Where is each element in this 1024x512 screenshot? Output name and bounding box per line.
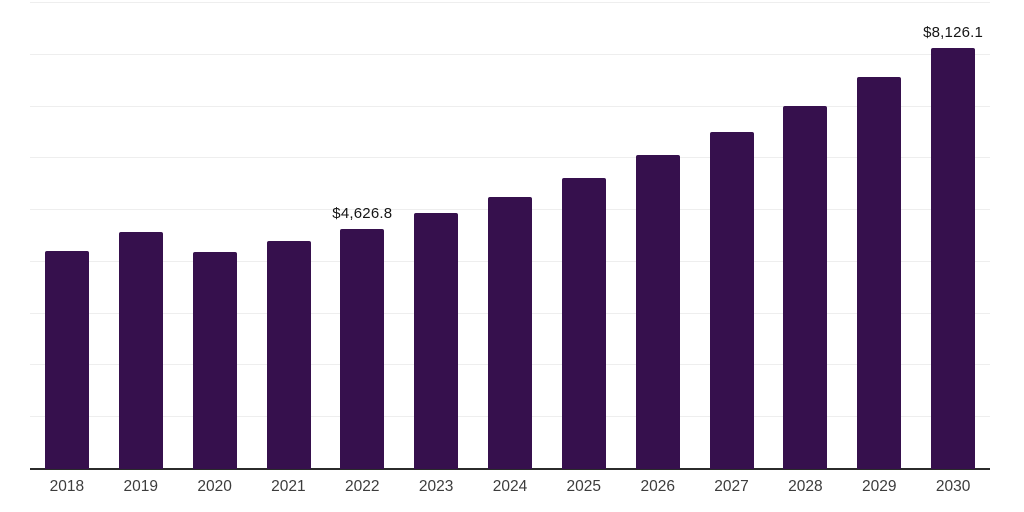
x-tick-label-2019: 2019: [123, 478, 158, 495]
bar-2020: [192, 251, 237, 469]
gridline: [30, 105, 990, 107]
bar-2021: [266, 240, 311, 469]
bar-2019: [118, 232, 163, 469]
bar-2026: [635, 155, 680, 469]
data-label-2030: $8,126.1: [923, 24, 984, 42]
x-tick-label-2021: 2021: [271, 478, 306, 495]
x-tick-label-2024: 2024: [492, 478, 528, 495]
x-tick-label-2020: 2020: [197, 478, 232, 495]
x-tick-label-2028: 2028: [788, 478, 823, 495]
x-tick-label-2030: 2030: [935, 478, 971, 495]
x-tick-label-2025: 2025: [566, 478, 602, 495]
x-tick-label-2022: 2022: [345, 478, 380, 495]
bar-2030: [931, 48, 976, 469]
bar-2027: [709, 132, 754, 469]
bar-2022: [340, 229, 385, 469]
x-tick-label-2023: 2023: [418, 478, 454, 495]
gridline: [30, 2, 990, 3]
bar-2018: [44, 250, 89, 469]
gridline: [30, 53, 990, 55]
bar-2028: [783, 105, 828, 469]
data-label-2022: $4,626.8: [332, 205, 393, 223]
gridline: [30, 157, 990, 159]
x-tick-label-2026: 2026: [640, 478, 675, 495]
x-axis-labels: 2018 2019 2020 2021 2022 2023 2024 2025 2026 2027…: [30, 478, 990, 502]
bar-2024: [488, 197, 532, 469]
bar-2025: [561, 177, 606, 469]
x-tick-label-2027: 2027: [714, 478, 749, 495]
bar-2023: [414, 213, 459, 469]
x-tick-label-2018: 2018: [49, 478, 85, 495]
plot-area: $4,626.8 $8,126.1: [30, 0, 990, 470]
x-axis-line: [30, 468, 990, 470]
bar-2029: [857, 76, 902, 469]
x-tick-label-2029: 2029: [861, 478, 897, 495]
